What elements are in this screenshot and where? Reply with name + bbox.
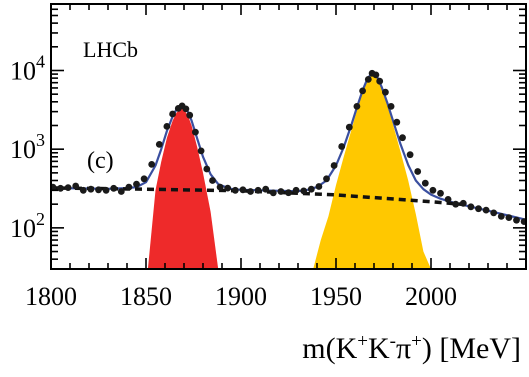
data-point	[57, 184, 64, 192]
data-point	[300, 187, 308, 195]
data-point	[117, 188, 125, 195]
data-point	[292, 186, 300, 194]
data-point	[315, 183, 323, 190]
data-point	[353, 103, 361, 110]
data-point	[133, 180, 140, 188]
data-point	[399, 134, 406, 142]
data-point	[72, 182, 80, 190]
x-tick-label: 1900	[215, 282, 267, 311]
data-point	[459, 199, 467, 207]
data-point	[51, 183, 57, 191]
x-tick-label: 1800	[25, 282, 77, 311]
panel-label: (c)	[87, 148, 114, 174]
data-point	[307, 185, 315, 193]
data-point	[224, 184, 232, 192]
data-point	[482, 206, 490, 214]
data-point	[376, 77, 384, 85]
total-fit-curve	[51, 71, 526, 221]
data-point	[269, 189, 277, 197]
data-point	[247, 188, 254, 195]
y-tick-label: 103	[10, 130, 45, 164]
data-point	[406, 151, 414, 159]
data-point	[359, 87, 366, 95]
data-point	[182, 105, 190, 113]
data-point	[262, 185, 270, 193]
data-point	[393, 118, 401, 126]
data-point	[345, 123, 353, 131]
data-point	[254, 186, 262, 194]
data-point	[323, 175, 330, 183]
signal-peak-2-fill	[313, 74, 431, 269]
data-point	[452, 200, 460, 208]
data-point	[163, 123, 171, 130]
x-tick-label: 2000	[405, 282, 457, 311]
data-point	[110, 184, 118, 192]
x-tick-label: 1850	[120, 282, 172, 311]
data-point	[372, 71, 380, 79]
y-tick-label: 104	[10, 51, 45, 85]
data-point	[87, 185, 95, 193]
data-point	[490, 209, 498, 217]
data-point	[203, 165, 211, 173]
data-point	[505, 214, 513, 222]
y-tick-label: 102	[10, 209, 45, 243]
data-point	[192, 128, 199, 136]
data-point	[520, 218, 526, 225]
data-point	[95, 186, 102, 194]
data-point	[364, 76, 372, 83]
data-point	[497, 213, 505, 220]
data-point	[140, 175, 148, 183]
data-point	[197, 147, 205, 155]
data-point	[169, 110, 177, 118]
x-axis-title: m(K+K-π+) [MeV]	[302, 331, 521, 365]
plot-frame	[50, 3, 527, 270]
data-point	[216, 183, 224, 191]
data-point	[79, 186, 87, 194]
data-point	[444, 196, 452, 203]
axis-ticks: 1800 1850 1900 1950 2000 102 103 104	[10, 3, 527, 311]
data-point	[231, 186, 239, 194]
data-point	[437, 189, 444, 197]
background-curve	[51, 186, 470, 207]
lhcb-label: LHCb	[83, 37, 138, 62]
data-point	[64, 184, 72, 192]
data-point	[382, 88, 389, 96]
data-point	[277, 188, 285, 195]
data-point	[148, 161, 156, 168]
x-tick-label: 1950	[310, 282, 362, 311]
data-point	[513, 216, 520, 224]
data-point	[429, 186, 437, 194]
data-point	[338, 143, 346, 150]
data-point	[102, 186, 110, 194]
data-point	[186, 111, 194, 119]
data-point	[387, 103, 395, 110]
data-point	[209, 177, 216, 184]
data-points	[51, 69, 526, 225]
fit-curves	[51, 71, 526, 221]
data-point	[475, 205, 482, 213]
data-point	[467, 203, 475, 211]
data-point	[285, 189, 292, 197]
data-point	[330, 162, 338, 169]
data-point	[421, 179, 429, 187]
data-point	[155, 141, 163, 148]
data-point	[125, 183, 133, 191]
data-point	[414, 168, 422, 175]
data-point	[239, 186, 247, 194]
